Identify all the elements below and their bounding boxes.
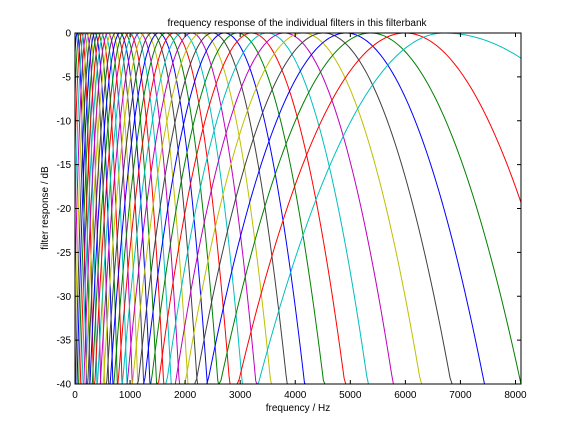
y-tick-label: -30	[57, 292, 72, 303]
x-tick-label: 3000	[229, 390, 252, 401]
y-tick-label: -15	[57, 160, 72, 171]
x-tick-label: 0	[72, 390, 78, 401]
x-tick-label: 1000	[119, 390, 142, 401]
y-axis-label: filter response / dB	[40, 166, 51, 250]
axis-ticks: 0 1000 2000 3000 4000 5000 6000 7000 8000 0 -5 -10 -…	[57, 29, 528, 402]
y-tick-label: -20	[57, 204, 72, 215]
x-axis-label: frequency / Hz	[266, 403, 330, 414]
x-tick-label: 5000	[339, 390, 362, 401]
y-tick-label: -40	[57, 380, 72, 391]
y-tick-label: -5	[62, 72, 71, 83]
filter-curves	[74, 32, 522, 385]
chart-title: frequency response of the individual fil…	[167, 18, 427, 29]
x-tick-label: 6000	[394, 390, 417, 401]
x-tick-label: 7000	[449, 390, 472, 401]
y-tick-label: -25	[57, 248, 72, 259]
y-tick-label: -35	[57, 336, 72, 347]
x-tick-label: 8000	[504, 390, 527, 401]
y-tick-label: -10	[57, 116, 72, 127]
x-tick-label: 4000	[284, 390, 307, 401]
x-tick-label: 2000	[174, 390, 197, 401]
y-tick-label: 0	[65, 29, 71, 40]
